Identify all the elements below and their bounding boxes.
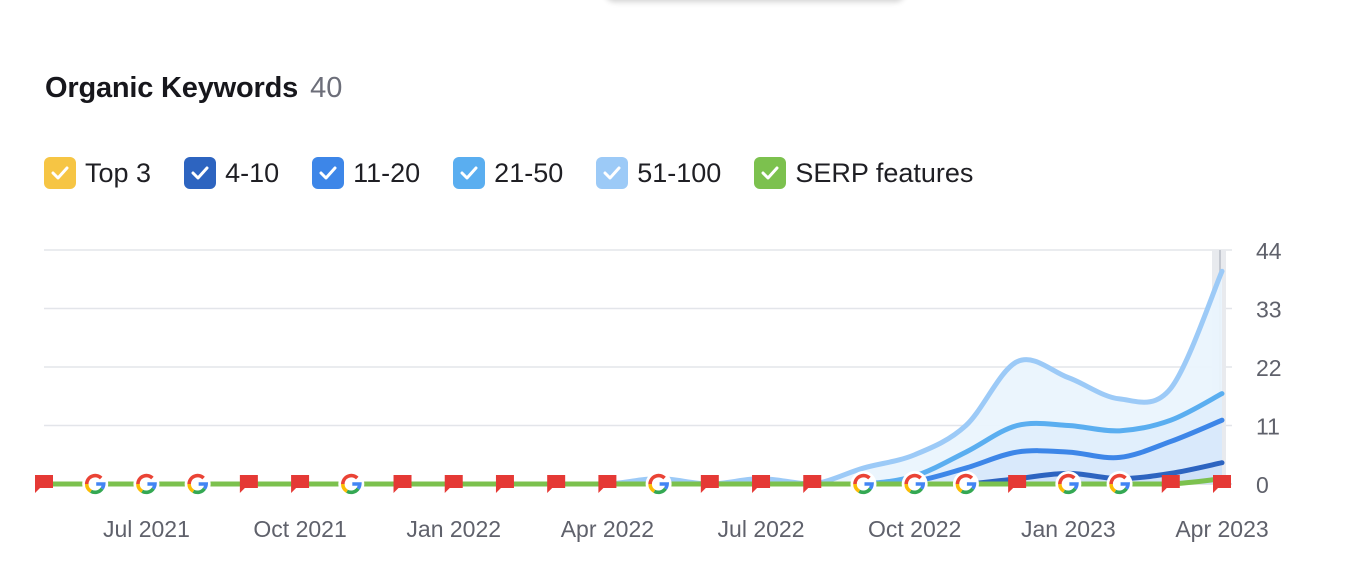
x-tick-label: Jul 2021: [103, 516, 190, 542]
checkbox-icon[interactable]: [453, 157, 486, 189]
y-tick-label: 11: [1256, 414, 1280, 440]
flag-icon: [291, 475, 310, 493]
x-tick-label: Oct 2021: [253, 516, 346, 542]
google-icon: [341, 483, 349, 493]
google-icon: [136, 483, 144, 493]
google-icon: [909, 487, 923, 495]
google-icon: [858, 487, 872, 495]
legend-item-11-20[interactable]: 11-20: [312, 157, 420, 189]
google-icon: [960, 487, 975, 495]
google-icon: [187, 483, 195, 493]
google-icon: [915, 482, 926, 490]
widget-title: Organic Keywords: [45, 72, 299, 104]
google-icon: [1058, 483, 1066, 493]
google-icon: [653, 487, 667, 495]
google-icon: [346, 487, 360, 495]
google-icon: [147, 482, 157, 490]
checkbox-icon[interactable]: [184, 157, 217, 189]
keywords-count: 40: [310, 72, 343, 104]
google-icon: [192, 487, 206, 495]
google-icon: [1114, 487, 1128, 495]
x-tick-label: Jul 2022: [718, 516, 805, 542]
flag-icon: [1008, 475, 1027, 493]
google-icon: [648, 483, 656, 493]
flag-icon: [598, 475, 617, 493]
legend-item-4-10[interactable]: 4-10: [184, 157, 279, 189]
legend-item-top3[interactable]: Top 3: [44, 157, 151, 189]
flag-icon: [803, 475, 822, 493]
x-tick-label: Oct 2022: [868, 516, 961, 542]
google-icon: [966, 482, 977, 490]
checkbox-icon[interactable]: [44, 157, 76, 189]
google-icon: [136, 473, 154, 485]
x-tick-label: Apr 2022: [561, 516, 654, 542]
google-icon: [904, 483, 912, 493]
google-icon: [955, 483, 963, 493]
google-icon: [853, 473, 871, 485]
google-icon: [84, 473, 103, 485]
google-icon: [864, 482, 874, 490]
y-tick-label: 22: [1256, 355, 1282, 381]
google-icon: [141, 487, 155, 495]
flag-icon: [752, 475, 771, 493]
google-icon: [1069, 482, 1079, 490]
legend-item-serp-features[interactable]: SERP features: [754, 157, 973, 189]
flag-icon: [1213, 475, 1231, 493]
flag-icon: [700, 475, 719, 493]
google-icon: [904, 473, 922, 485]
google-icon: [341, 473, 359, 485]
flag-icon: [1161, 475, 1180, 493]
google-icon: [853, 483, 861, 493]
y-tick-label: 0: [1256, 472, 1269, 498]
flag-icon: [547, 475, 566, 493]
google-icon: [187, 473, 205, 485]
google-icon: [90, 487, 104, 495]
chart-legend: Top 3 4-10 11-20 21-50 51-100 SERP featu…: [44, 157, 1006, 189]
checkbox-icon[interactable]: [754, 157, 787, 189]
y-tick-label: 44: [1256, 238, 1282, 264]
legend-label: Top 3: [85, 157, 152, 188]
checkbox-icon[interactable]: [596, 157, 629, 189]
legend-label: 51-100: [637, 157, 722, 188]
google-icon: [1058, 473, 1076, 485]
legend-label: 21-50: [494, 157, 564, 188]
flag-icon: [495, 475, 514, 493]
google-icon: [648, 473, 666, 485]
x-tick-label: Jan 2023: [1021, 516, 1116, 542]
x-tick-label: Jan 2022: [406, 516, 501, 542]
google-icon: [1120, 482, 1130, 490]
google-icon: [96, 482, 106, 490]
legend-label: 4-10: [225, 157, 280, 188]
flag-icon: [35, 475, 53, 493]
checkbox-icon[interactable]: [312, 157, 345, 189]
google-icon: [352, 482, 362, 490]
legend-label: 11-20: [353, 157, 421, 188]
google-icon: [955, 473, 974, 485]
google-icon: [1109, 483, 1117, 493]
legend-item-51-100[interactable]: 51-100: [596, 157, 721, 189]
google-icon: [198, 482, 209, 490]
google-icon: [84, 483, 93, 493]
google-icon: [1109, 473, 1127, 485]
legend-item-21-50[interactable]: 21-50: [453, 157, 563, 189]
widget-header: Organic Keywords 40: [45, 72, 342, 105]
flag-icon: [239, 475, 258, 493]
y-tick-label: 33: [1256, 297, 1282, 323]
flag-icon: [444, 475, 463, 493]
google-icon: [1063, 487, 1077, 495]
x-tick-label: Apr 2023: [1175, 516, 1268, 542]
legend-label: SERP features: [795, 157, 974, 188]
google-icon: [659, 482, 670, 490]
flag-icon: [393, 475, 412, 493]
